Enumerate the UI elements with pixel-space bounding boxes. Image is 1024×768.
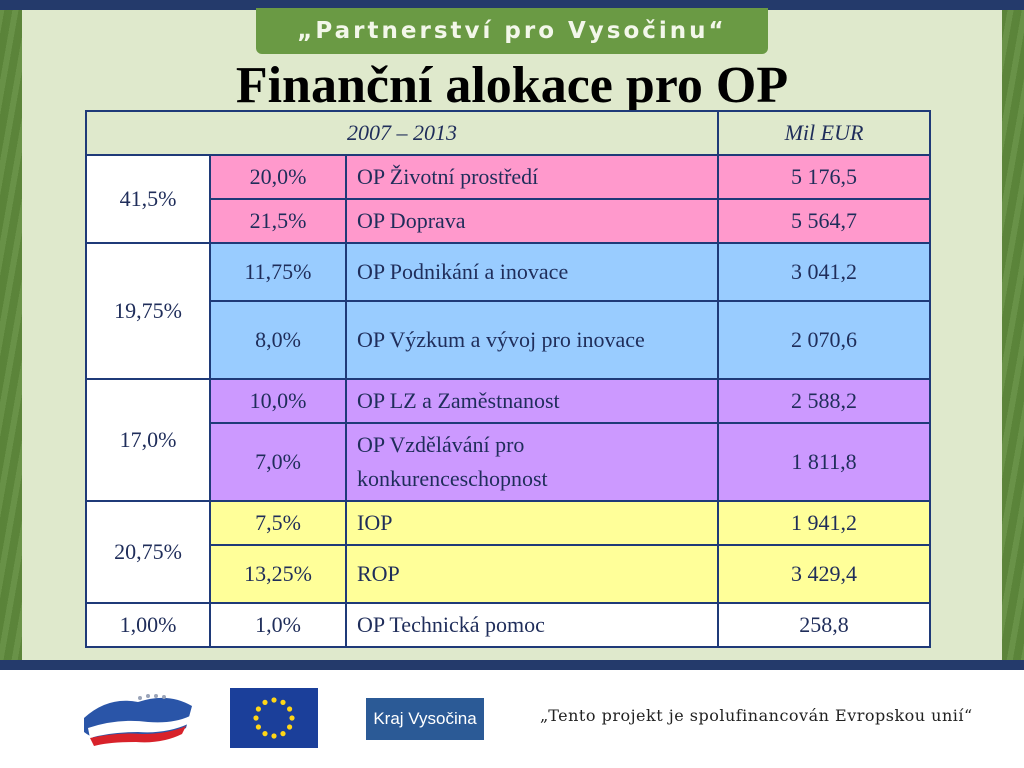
amount-cell: 3 041,2 (717, 242, 931, 302)
group-share-cell: 1,00% (85, 602, 211, 648)
share-cell: 11,75% (209, 242, 347, 302)
share-cell: 7,5% (209, 500, 347, 546)
table-row: 13,25% ROP 3 429,4 (86, 544, 931, 604)
amount-cell: 258,8 (717, 602, 931, 648)
program-cell: ROP (345, 544, 719, 604)
group-share-cell: 20,75% (85, 500, 211, 604)
program-cell: IOP (345, 500, 719, 546)
table-header-row: 2007 – 2013 Mil EUR (85, 110, 931, 156)
amount-cell: 5 564,7 (717, 198, 931, 244)
table-row: 1,00% 1,0% OP Technická pomoc 258,8 (85, 602, 931, 648)
table-row: 7,0% OP Vzdělávání pro konkurenceschopno… (86, 422, 931, 502)
group-share-cell: 17,0% (85, 378, 211, 502)
table-row: 19,75% 11,75% OP Podnikání a inovace 3 0… (85, 242, 931, 380)
share-cell: 21,5% (209, 198, 347, 244)
page-title: Finanční alokace pro OP (235, 57, 789, 114)
table-row: 41,5% 20,0% OP Životní prostředí 5 176,5 (85, 154, 931, 244)
program-cell: OP Životní prostředí (345, 154, 719, 200)
header-period: 2007 – 2013 (85, 110, 719, 156)
share-cell: 20,0% (209, 154, 347, 200)
kraj-vysocina-logo-icon: Kraj Vysočina (366, 698, 484, 740)
program-cell: OP Podnikání a inovace (345, 242, 719, 302)
program-cell: OP Doprava (345, 198, 719, 244)
share-cell: 10,0% (209, 378, 347, 424)
amount-cell: 1 811,8 (717, 422, 931, 502)
amount-cell: 5 176,5 (717, 154, 931, 200)
allocation-table: 2007 – 2013 Mil EUR 41,5% 20,0% OP Život… (85, 110, 931, 648)
program-cell: OP Technická pomoc (345, 602, 719, 648)
share-cell: 1,0% (209, 602, 347, 648)
amount-cell: 1 941,2 (717, 500, 931, 546)
table-row: 17,0% 10,0% OP LZ a Zaměstnanost 2 588,2 (85, 378, 931, 502)
share-cell: 7,0% (209, 422, 347, 502)
amount-cell: 3 429,4 (717, 544, 931, 604)
table-row: 8,0% OP Výzkum a vývoj pro inovace 2 070… (86, 300, 931, 380)
footer-divider (0, 660, 1024, 670)
share-cell: 13,25% (209, 544, 347, 604)
cofinancing-note: „Tento projekt je spolufinancován Evrops… (540, 706, 973, 725)
table-row: 21,5% OP Doprava 5 564,7 (86, 198, 931, 244)
group-share-cell: 41,5% (85, 154, 211, 244)
amount-cell: 2 070,6 (717, 300, 931, 380)
program-cell: OP LZ a Zaměstnanost (345, 378, 719, 424)
share-cell: 8,0% (209, 300, 347, 380)
table-row: 20,75% 7,5% IOP 1 941,2 (85, 500, 931, 604)
program-cell: OP Vzdělávání pro konkurenceschopnost (345, 422, 719, 502)
banner: „Partnerství pro Vysočinu“ (256, 8, 768, 54)
header-unit: Mil EUR (717, 110, 931, 156)
program-cell: OP Výzkum a vývoj pro inovace (345, 300, 719, 380)
eu-flag-icon (230, 688, 318, 748)
group-share-cell: 19,75% (85, 242, 211, 380)
cz-flag-logo-icon (84, 694, 192, 746)
amount-cell: 2 588,2 (717, 378, 931, 424)
top-bar (0, 0, 1024, 10)
